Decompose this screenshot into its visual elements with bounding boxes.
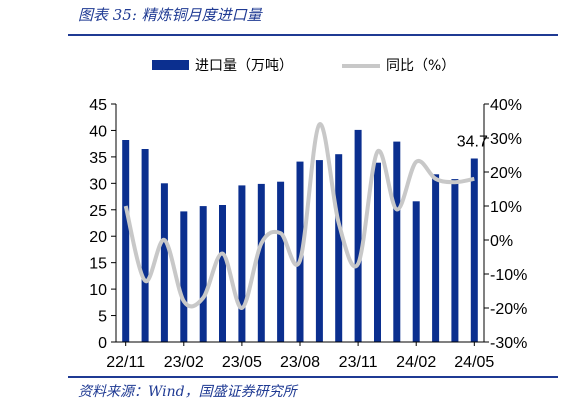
left-tick-label: 25 <box>89 203 107 220</box>
left-tick-label: 15 <box>89 256 107 273</box>
bar-24/05 <box>470 158 478 342</box>
bar-23/09 <box>315 160 323 342</box>
left-tick-label: 10 <box>89 282 107 299</box>
left-tick-label: 40 <box>89 123 107 140</box>
right-tick-label: -30% <box>490 335 527 352</box>
bar-23/07 <box>277 181 285 342</box>
right-tick-label: 0% <box>490 233 513 250</box>
x-tick-label: 23/11 <box>339 354 378 371</box>
bar-22/12 <box>141 149 149 342</box>
left-tick-label: 5 <box>98 309 107 326</box>
legend-bar-label: 进口量（万吨） <box>195 58 293 74</box>
bar-23/02 <box>180 211 188 342</box>
legend-line-label: 同比（%） <box>386 58 455 74</box>
legend-bar-swatch <box>152 60 189 70</box>
bar-23/03 <box>199 206 207 342</box>
chart-title: 图表 35: 精炼铜月度进口量 <box>78 6 262 24</box>
right-tick-label: 30% <box>490 131 522 148</box>
bar-series <box>122 129 478 342</box>
bar-23/05 <box>238 185 246 342</box>
left-tick-label: 20 <box>89 229 107 246</box>
axes: 0 5 10 15 20 25 30 35 40 45 -30% -20% -10% 0% 10% 20% 30… <box>89 97 527 371</box>
right-tick-label: 40% <box>490 97 522 114</box>
bar-23/01 <box>160 183 168 342</box>
source-note: 资料来源：Wind，国盛证券研究所 <box>78 384 297 400</box>
line-series <box>123 122 475 311</box>
title-rule <box>68 34 558 36</box>
right-tick-label: 20% <box>490 165 522 182</box>
bar-23/11 <box>354 129 362 342</box>
right-tick-label: -10% <box>490 267 527 284</box>
last-value-label: 34.7 <box>457 133 488 150</box>
bar-23/12 <box>374 162 381 342</box>
x-tick-label: 24/05 <box>454 354 494 371</box>
left-tick-label: 30 <box>89 176 107 193</box>
x-tick-label: 23/02 <box>164 354 204 371</box>
left-tick-label: 0 <box>98 335 107 352</box>
right-tick-label: -20% <box>490 301 527 318</box>
left-tick-label: 45 <box>89 97 107 114</box>
bar-22/11 <box>122 140 130 342</box>
x-tick-label: 22/11 <box>106 354 145 371</box>
annotation: 34.7 <box>457 133 488 150</box>
x-tick-label: 24/02 <box>396 354 436 371</box>
bar-23/04 <box>219 205 226 342</box>
bar-23/06 <box>257 183 265 342</box>
right-tick-label: 10% <box>490 199 522 216</box>
bar-24/02 <box>412 201 420 342</box>
bar-24/03 <box>432 174 440 342</box>
legend: 进口量（万吨） 同比（%） <box>152 58 455 74</box>
source-rule <box>68 376 558 378</box>
bar-24/01 <box>393 141 401 342</box>
x-tick-label: 23/08 <box>280 354 320 371</box>
left-tick-label: 35 <box>89 150 107 167</box>
bar-24/04 <box>451 179 459 342</box>
x-tick-label: 23/05 <box>222 354 262 371</box>
bar-23/10 <box>335 154 343 342</box>
